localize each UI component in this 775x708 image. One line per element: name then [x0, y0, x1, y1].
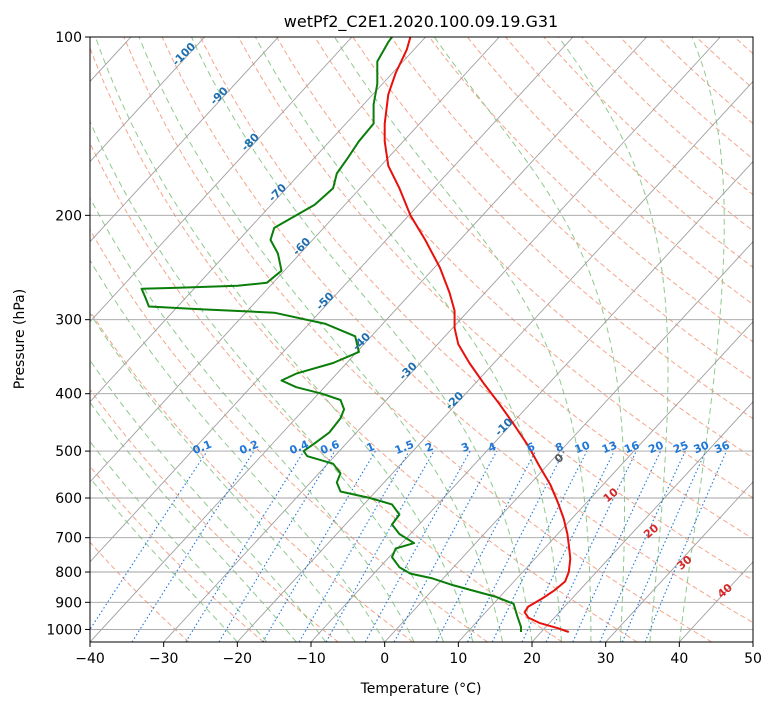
dry-adiabat [90, 310, 414, 642]
mixing-ratio-line [644, 450, 728, 642]
dry-adiabat [123, 37, 712, 642]
mixing-ratio-line [599, 450, 686, 642]
moist-adiabat [558, 37, 669, 642]
dry-adiabat [352, 37, 753, 420]
moist-adiabats [90, 37, 725, 642]
y-tick-label: 300 [55, 313, 82, 329]
dry-adiabats [90, 37, 753, 642]
dry-adiabat [466, 37, 753, 305]
moist-adiabat [138, 37, 503, 642]
dry-adiabat [237, 37, 753, 540]
moist-adiabat [334, 37, 592, 642]
isotherm-line [0, 37, 57, 642]
isotherm-line [531, 401, 753, 642]
dry-adiabat [90, 465, 264, 642]
y-tick-label: 600 [55, 491, 82, 507]
y-tick-label: 700 [55, 531, 82, 547]
x-tick-label: 30 [597, 651, 615, 667]
mixing-ratio-label: 3 [459, 440, 471, 455]
moist-adiabat [90, 312, 356, 642]
mixing-ratio-line [185, 450, 305, 642]
x-tick-label: 40 [670, 651, 688, 667]
isotherm-line [90, 37, 647, 642]
moist-adiabat [90, 401, 297, 642]
x-tick-label: 0 [380, 651, 389, 667]
isotherm-line [384, 241, 753, 642]
isotherm-line [90, 37, 279, 243]
dry-adiabat [199, 37, 753, 581]
mixing-ratio-line [131, 450, 255, 642]
x-tick-label: −40 [75, 651, 105, 667]
y-axis-title: Pressure (hPa) [12, 289, 28, 389]
isotherm-line [90, 37, 353, 323]
profile-lines [140, 37, 572, 633]
y-tick-label: 1000 [46, 622, 82, 638]
y-tick-label: 500 [55, 444, 82, 460]
isotherms [0, 37, 753, 642]
x-tick-label: 20 [523, 651, 541, 667]
mixing-ratio-line [325, 450, 435, 642]
dewpoint-line [140, 37, 522, 632]
mixing-ratio-label: 36 [713, 438, 732, 456]
y-tick-label: 400 [55, 387, 82, 403]
isotherm-line [605, 481, 753, 642]
moist-adiabat [90, 196, 415, 642]
isotherm-line [457, 321, 753, 642]
mixing-ratio-line [364, 450, 471, 642]
moist-adiabat [254, 37, 562, 642]
mixing-ratio-label: 10 [573, 438, 592, 456]
mixing-ratio-line [467, 450, 565, 642]
moist-adiabat [90, 120, 445, 642]
moist-adiabat [678, 37, 725, 642]
plot-frame [89, 36, 754, 643]
y-tick-label: 200 [55, 208, 82, 224]
mixing-ratio-line [90, 450, 208, 631]
y-tick-label: 900 [55, 595, 82, 611]
moist-adiabat [94, 37, 474, 642]
dry-adiabat [90, 46, 638, 642]
mixing-ratio-label: 1 [365, 440, 377, 455]
mixing-ratio-label: 16 [622, 438, 641, 456]
isotherm-line [90, 37, 426, 403]
isotherm-line [90, 37, 574, 563]
isotherm-line [752, 641, 753, 642]
mixing-ratio-label: 8 [554, 440, 566, 455]
moist-adiabat [433, 37, 625, 642]
mixing-ratio-label: 30 [692, 438, 711, 456]
plot-background [90, 37, 753, 642]
mixing-ratio-line [621, 450, 707, 642]
axis-ticks: −40 −30 −20 −10 0 10 20 30 40 50 100 200 300 400 500 60… [46, 30, 762, 667]
y-tick-label: 800 [55, 565, 82, 581]
mixing-ratio-line [491, 450, 588, 642]
mixing-ratio-line [393, 450, 498, 642]
isotherm-line [90, 37, 205, 163]
mixing-ratio-lines [90, 450, 728, 642]
chart-title: wetPf2_C2E1.2020.100.09.19.G31 [284, 12, 558, 32]
mixing-ratio-label: 25 [671, 439, 690, 457]
dry-adiabat [161, 37, 753, 624]
mixing-ratio-label: 20 [646, 438, 665, 456]
mixing-ratio-line [218, 450, 336, 642]
isotherm-line [310, 160, 753, 642]
moist-adiabat [90, 359, 327, 642]
plot-area [0, 37, 753, 642]
mixing-ratio-label: 13 [600, 439, 619, 457]
y-tick-label: 100 [55, 30, 82, 46]
x-tick-label: −20 [223, 651, 253, 667]
isotherm-line [90, 37, 500, 483]
x-axis-title: Temperature (°C) [360, 681, 482, 697]
moist-adiabat [191, 37, 533, 642]
temperature-line [383, 37, 572, 633]
dry-adiabat [390, 37, 753, 381]
pressure-gridlines [90, 37, 753, 630]
x-tick-label: 50 [744, 651, 762, 667]
isotherm-line [163, 37, 721, 642]
x-tick-label: −10 [296, 651, 326, 667]
x-tick-label: −30 [149, 651, 179, 667]
x-tick-label: 10 [449, 651, 467, 667]
isotherm-line [236, 80, 753, 642]
dry-adiabat [276, 37, 753, 499]
mixing-ratio-label: 2 [423, 440, 435, 455]
